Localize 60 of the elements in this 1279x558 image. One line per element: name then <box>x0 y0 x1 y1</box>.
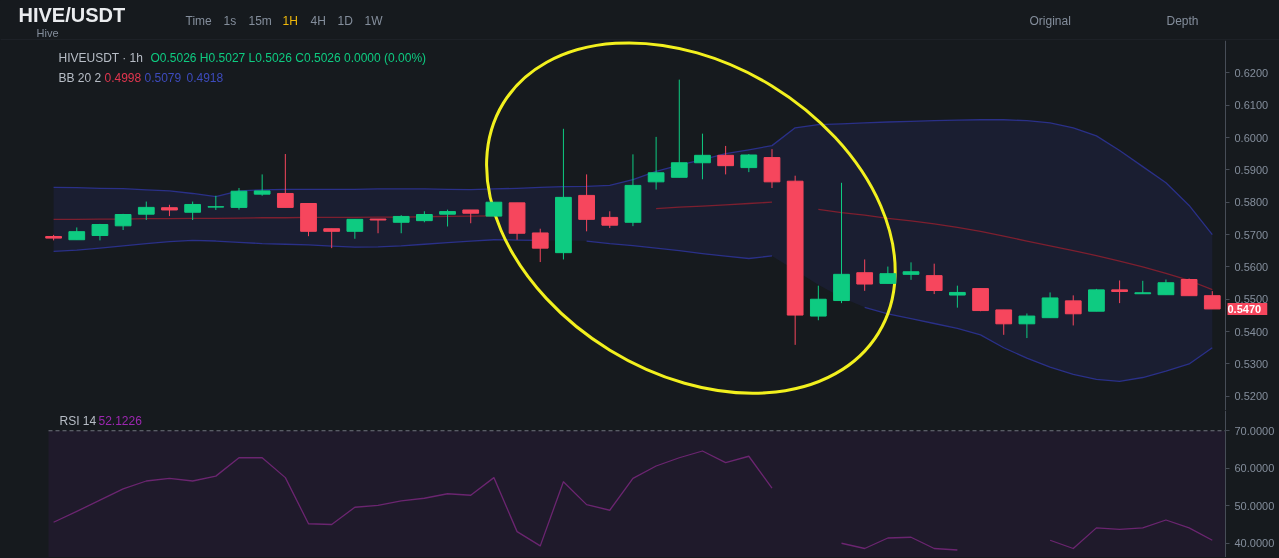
candlestick <box>995 309 1013 336</box>
text: Depth <box>1166 13 1199 28</box>
candlestick <box>392 214 410 234</box>
candlestick <box>230 187 248 211</box>
candlestick <box>276 153 294 208</box>
text: Original <box>1029 13 1071 28</box>
candlestick <box>740 153 758 173</box>
candlestick <box>137 201 155 221</box>
candlestick <box>1018 312 1036 339</box>
annotation: RSI 14 <box>59 413 97 428</box>
y-tick-label: 0.6000 <box>1234 131 1269 144</box>
annotation: 0.4998 <box>104 71 142 85</box>
text: Time <box>185 13 213 28</box>
y-tick-label: 0.5400 <box>1234 325 1269 338</box>
candlestick <box>1111 279 1128 304</box>
y-tick-label: 0.5800 <box>1234 196 1269 209</box>
chart-title: HIVE/USDT <box>18 3 126 26</box>
y-tick-label: 40.0000 <box>1234 537 1275 550</box>
y-tick-label: 0.6200 <box>1234 66 1269 79</box>
text: 1s <box>223 13 237 28</box>
candlestick <box>670 79 688 178</box>
annotation: BB 20 2 <box>58 70 102 85</box>
text: 1H <box>282 13 298 28</box>
chart-subtitle: Hive <box>36 26 59 39</box>
candlestick <box>346 218 364 240</box>
y-tick-label: 60.0000 <box>1234 462 1275 475</box>
candlestick <box>1041 291 1059 319</box>
text: 15m <box>248 13 272 28</box>
line-series <box>52 119 1213 236</box>
text: 1D <box>337 13 354 28</box>
text: 4H <box>310 13 326 28</box>
y-tick-label: 0.5700 <box>1234 228 1269 241</box>
y-tick-label: 0.5600 <box>1234 260 1269 273</box>
candlestick <box>809 285 827 321</box>
candlestick <box>253 173 271 197</box>
candlestick <box>902 261 920 281</box>
annotation: 52.1226 <box>98 414 143 428</box>
annotation: HIVEUSDT · 1h <box>58 50 143 65</box>
y-tick-label: 0.5900 <box>1234 163 1269 176</box>
annotation: O0.5026 H0.5027 L0.5026 C0.5026 0.0000 (0.00%) <box>150 50 427 65</box>
y-tick-label: 0.6100 <box>1234 99 1269 112</box>
candlestick <box>184 201 202 221</box>
candlestick <box>531 228 549 263</box>
candlestick <box>578 173 595 232</box>
y-tick-label: 70.0000 <box>1234 424 1275 437</box>
candlestick <box>949 285 966 309</box>
candlestick <box>323 228 341 249</box>
candlestick <box>647 136 665 191</box>
text: 1W <box>364 13 384 28</box>
candlestick <box>717 145 735 175</box>
candlestick <box>925 263 943 295</box>
y-tick-label: 0.5200 <box>1234 390 1269 403</box>
candlestick <box>694 133 711 180</box>
annotation: 0.5079 <box>144 71 182 85</box>
annotation: 0.4918 <box>186 71 224 85</box>
candlestick <box>1064 294 1082 326</box>
y-tick-label: 0.5300 <box>1234 357 1269 370</box>
candlestick <box>856 258 874 292</box>
y-tick-label: 50.0000 <box>1234 499 1275 512</box>
candlestick <box>369 218 387 234</box>
